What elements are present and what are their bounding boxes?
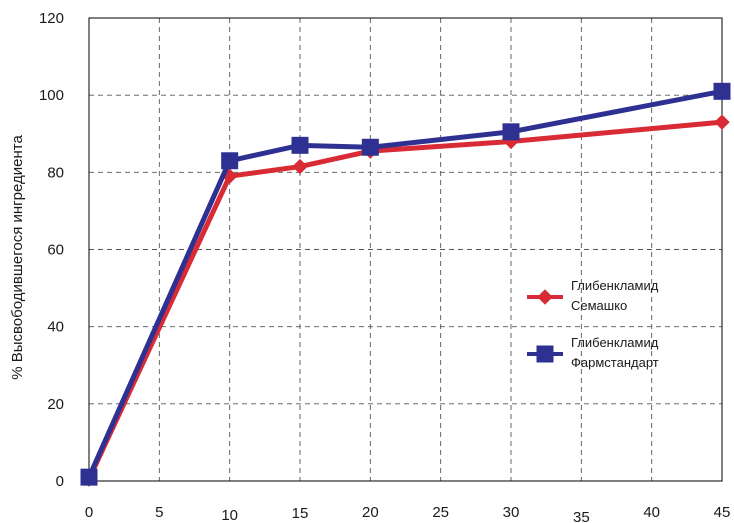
- x-tick-label: 5: [155, 504, 163, 521]
- legend: Глибенкламид Семашко Глибенкламид Фармстанд…: [527, 278, 659, 370]
- data-point-square: [221, 152, 239, 170]
- series-line: [86, 119, 725, 482]
- legend-marker-diamond: [537, 289, 553, 305]
- data-point-square: [361, 138, 379, 156]
- x-tick-label: 40: [643, 504, 660, 521]
- x-tick-label: 10: [221, 507, 238, 523]
- x-tick-label: 45: [714, 504, 731, 521]
- series-1: [81, 114, 730, 487]
- data-point-square: [713, 82, 731, 100]
- y-tick-label: 100: [39, 87, 64, 104]
- y-tick-label: 80: [47, 164, 64, 181]
- legend-label: Глибенкламид: [571, 335, 659, 350]
- y-tick-label: 20: [47, 396, 64, 413]
- x-tick-label: 15: [292, 505, 309, 522]
- legend-label: Фармстандарт: [571, 355, 659, 370]
- x-tick-label: 35: [573, 509, 590, 523]
- legend-marker-square: [536, 345, 554, 363]
- grid-lines: [89, 18, 722, 481]
- x-tick-label: 0: [85, 504, 93, 521]
- data-point-square: [80, 468, 98, 486]
- y-axis-label: % Высвободившегося ингредиента: [9, 135, 26, 380]
- series-layer: [80, 82, 731, 487]
- data-point-square: [502, 123, 520, 141]
- y-tick-label: 0: [56, 473, 64, 490]
- y-tick-label: 120: [39, 10, 64, 27]
- plot-area-frame: [88, 17, 723, 482]
- legend-item: Глибенкламид Фармстандарт: [527, 335, 659, 370]
- x-tick-label: 25: [432, 504, 449, 521]
- legend-label: Глибенкламид: [571, 278, 659, 293]
- y-axis-ticks: 0 20 40 60 80 100 120: [39, 10, 64, 490]
- x-axis-ticks: 0 5 10 15 20 25 30 35 40 45: [85, 504, 731, 523]
- x-tick-label: 20: [362, 504, 379, 521]
- data-point-square: [291, 136, 309, 154]
- legend-label: Семашко: [571, 298, 627, 313]
- series-line: [86, 88, 725, 480]
- data-point-diamond: [714, 114, 730, 130]
- series-2: [80, 82, 731, 486]
- y-tick-label: 60: [47, 242, 64, 259]
- x-tick-label: 30: [503, 504, 520, 521]
- data-point-diamond: [292, 158, 308, 175]
- y-tick-label: 40: [47, 319, 64, 336]
- legend-item: Глибенкламид Семашко: [527, 278, 659, 313]
